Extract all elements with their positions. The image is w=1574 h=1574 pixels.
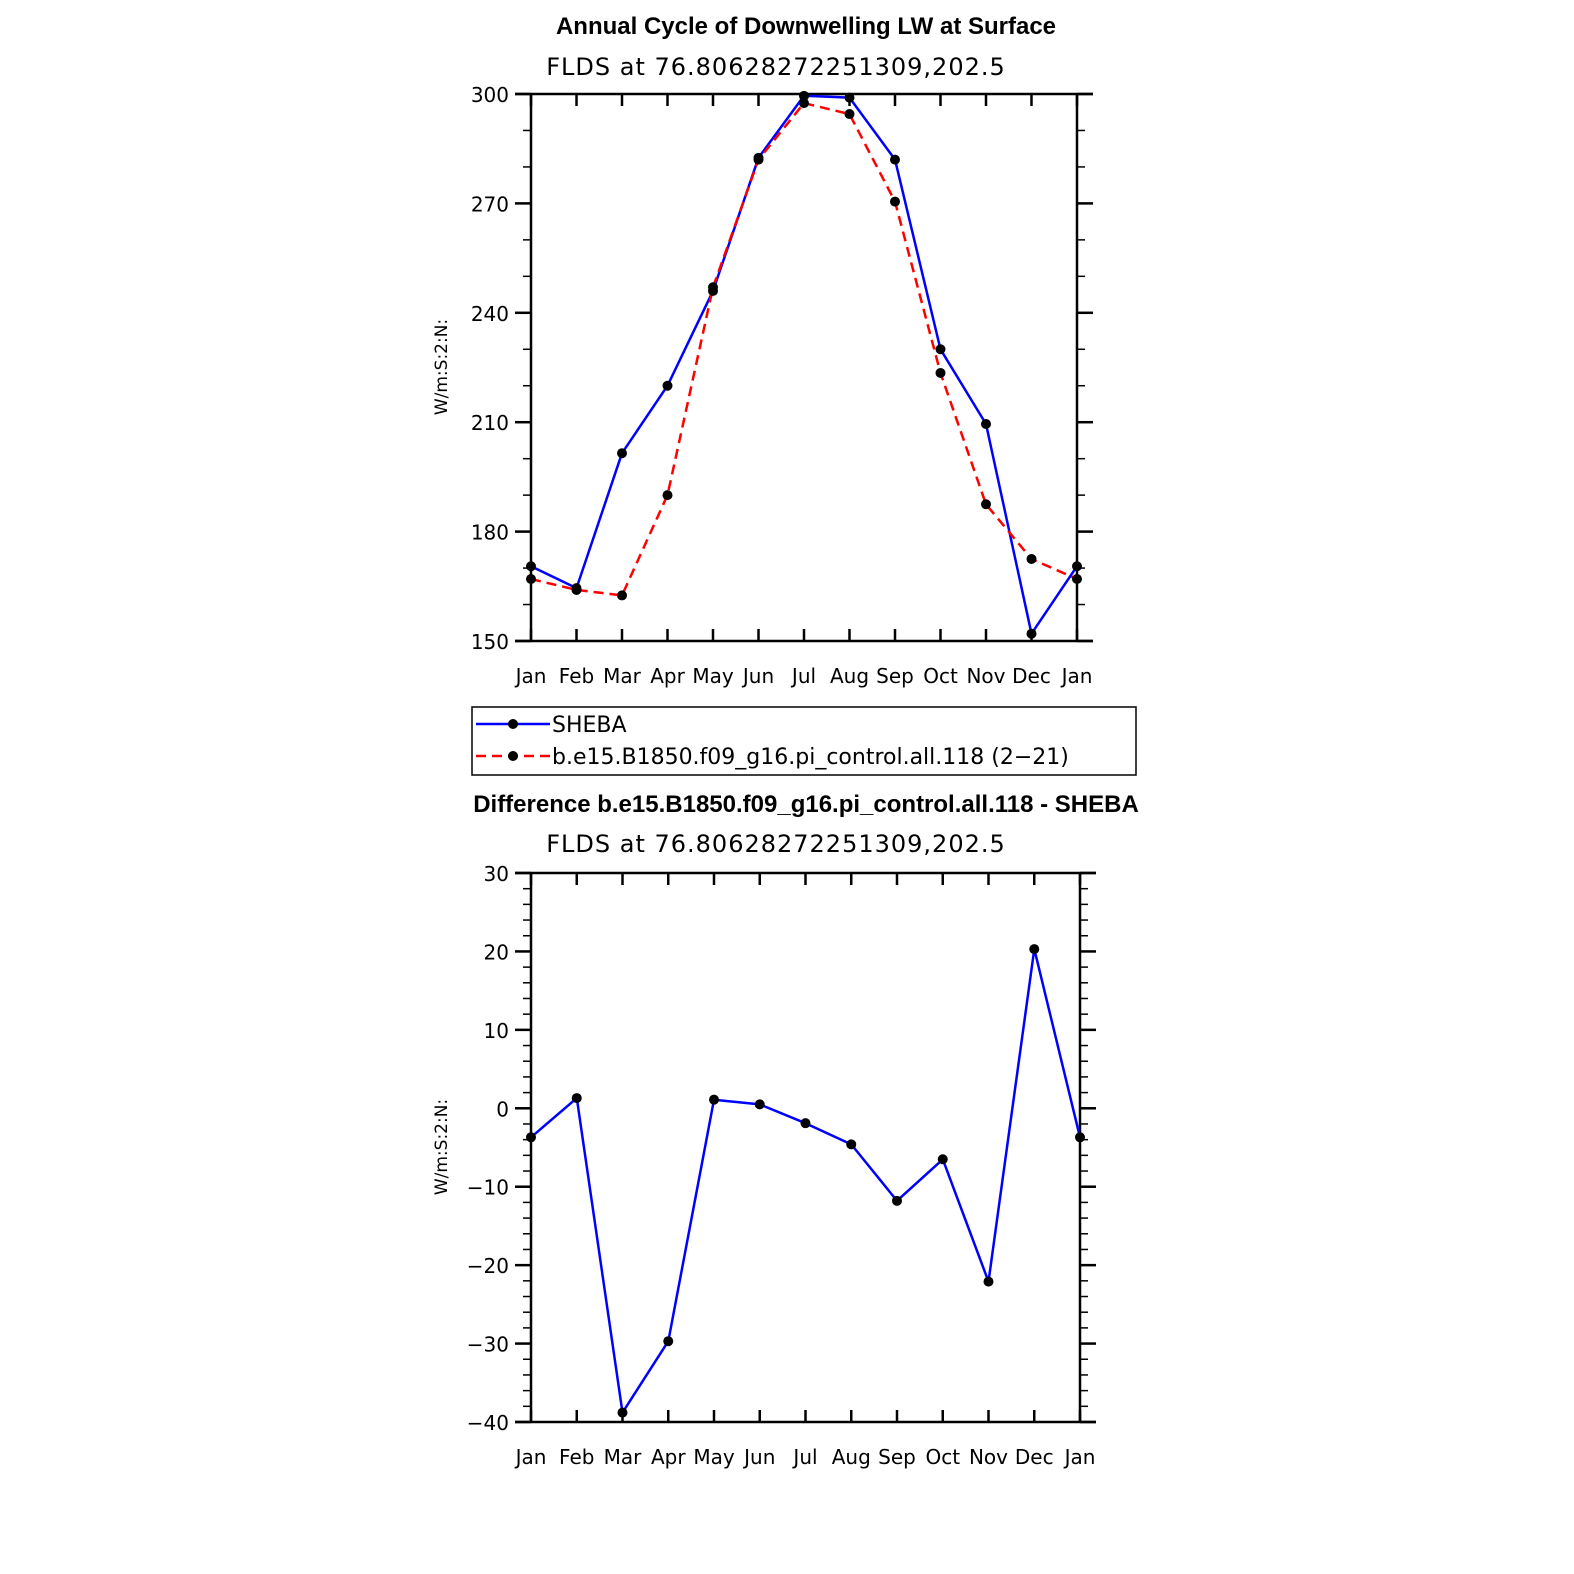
data-point-series0 (846, 1139, 857, 1150)
series-line-1 (530, 101, 1078, 597)
data-point-series0 (709, 1094, 719, 1105)
x-tick-label: Apr (650, 664, 685, 688)
data-point-series1 (662, 490, 673, 501)
panel2-series (526, 944, 1085, 1418)
data-point-series0 (571, 1093, 582, 1104)
x-tick-label: Dec (1012, 664, 1051, 688)
y-tick-label: −10 (467, 1176, 509, 1200)
x-tick-label: Jan (1060, 664, 1093, 688)
data-point-series1 (935, 367, 946, 378)
data-point-series1 (799, 98, 809, 109)
x-tick-label: Oct (925, 1445, 960, 1469)
data-point-series1 (981, 499, 991, 510)
x-tick-label: Jul (791, 1445, 817, 1469)
y-tick-label: 270 (471, 192, 509, 216)
x-tick-label: Mar (603, 664, 642, 688)
data-point-series0 (800, 1118, 811, 1129)
data-point-series0 (1075, 1132, 1085, 1143)
x-tick-label: May (692, 664, 734, 688)
data-point-series1 (526, 574, 536, 585)
panel-annual-cycle: Annual Cycle of Downwelling LW at Surfac… (432, 13, 1093, 688)
data-point-series1 (571, 584, 582, 595)
data-point-series0 (526, 1132, 536, 1143)
data-point-series0 (526, 561, 536, 572)
x-tick-label: Nov (969, 1445, 1008, 1469)
data-point-series1 (1072, 574, 1082, 585)
panel1-axes: 150 180 210 240 270 300 Jan Feb Mar Apr May Jun Jul A… (471, 83, 1093, 688)
data-point-series0 (892, 1195, 902, 1206)
y-tick-label: 210 (471, 411, 509, 435)
data-point-series0 (617, 1407, 628, 1418)
x-tick-label: Jul (790, 664, 816, 688)
x-tick-label: Aug (830, 664, 869, 688)
series-line-0 (530, 947, 1082, 1414)
x-tick-label: Jan (514, 664, 547, 688)
data-point-series0 (754, 1099, 765, 1110)
panel1-title: Annual Cycle of Downwelling LW at Surfac… (556, 13, 1056, 40)
data-point-series0 (1029, 944, 1040, 955)
panel1-series (526, 90, 1082, 639)
panel2-subtitle: FLDS at 76.80628272251309,202.5 (546, 830, 1006, 858)
y-tick-label: 240 (471, 302, 509, 326)
y-tick-label: 0 (496, 1097, 509, 1121)
data-point-series0 (1026, 628, 1037, 639)
data-point-series1 (708, 282, 718, 293)
legend-label-model: b.e15.B1850.f09_g16.pi_control.all.118 (… (552, 745, 1069, 770)
panel1-ylabel: W/m:S:2:N: (432, 319, 452, 415)
y-tick-label: 10 (484, 1019, 509, 1043)
data-point-series0 (890, 154, 900, 165)
y-tick-label: 150 (471, 630, 509, 654)
data-point-series0 (937, 1154, 948, 1165)
legend-label-sheba: SHEBA (552, 713, 627, 738)
data-point-series1 (890, 196, 900, 207)
data-point-series0 (983, 1276, 994, 1287)
data-point-series0 (981, 419, 991, 430)
y-tick-label: −30 (467, 1333, 509, 1357)
x-tick-label: Apr (651, 1445, 686, 1469)
x-tick-label: Feb (559, 1445, 594, 1469)
x-tick-label: Feb (559, 664, 594, 688)
panel2-title: Difference b.e15.B1850.f09_g16.pi_contro… (473, 791, 1139, 818)
x-tick-label: Nov (966, 664, 1005, 688)
series-line-0 (530, 94, 1079, 635)
panel2-axes: −40 −30 −20 −10 0 10 20 30 Jan Feb Mar Apr May Jun Jul… (467, 862, 1096, 1469)
data-point-series1 (617, 590, 627, 601)
x-tick-label: Jan (514, 1445, 547, 1469)
data-point-series0 (662, 380, 673, 391)
x-tick-label: Jun (741, 664, 774, 688)
data-point-series0 (844, 92, 855, 103)
x-tick-label: Oct (923, 664, 958, 688)
x-tick-label: Sep (876, 664, 914, 688)
data-point-series0 (935, 344, 946, 355)
legend-marker-sheba (508, 719, 518, 729)
panel2-ylabel: W/m:S:2:N: (432, 1099, 452, 1195)
panel1-subtitle: FLDS at 76.80628272251309,202.5 (546, 53, 1006, 81)
x-tick-label: Jan (1063, 1445, 1096, 1469)
data-point-series0 (617, 448, 627, 459)
x-tick-label: Dec (1015, 1445, 1054, 1469)
data-point-series0 (663, 1336, 674, 1347)
data-point-series0 (1072, 561, 1082, 572)
x-tick-label: May (693, 1445, 735, 1469)
data-point-series1 (753, 154, 764, 165)
data-point-series1 (844, 109, 855, 120)
x-tick-label: Mar (604, 1445, 643, 1469)
y-tick-label: 180 (471, 521, 509, 545)
y-tick-label: 20 (484, 940, 509, 964)
legend: SHEBA b.e15.B1850.f09_g16.pi_control.all… (471, 706, 1137, 776)
x-tick-label: Jun (742, 1445, 775, 1469)
x-tick-label: Aug (832, 1445, 871, 1469)
panel-difference: Difference b.e15.B1850.f09_g16.pi_contro… (432, 791, 1139, 1469)
data-point-series1 (1026, 553, 1037, 564)
y-tick-label: 30 (484, 862, 509, 886)
data-point-series0 (799, 90, 809, 101)
legend-marker-model (508, 751, 518, 761)
y-tick-label: 300 (471, 83, 509, 107)
x-tick-label: Sep (878, 1445, 916, 1469)
y-tick-label: −20 (467, 1254, 509, 1278)
y-tick-label: −40 (467, 1411, 509, 1435)
legend-box (471, 706, 1137, 776)
